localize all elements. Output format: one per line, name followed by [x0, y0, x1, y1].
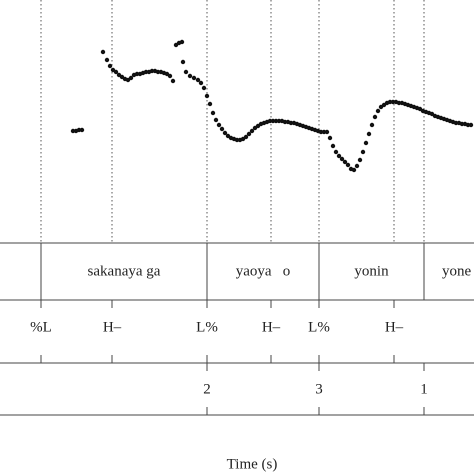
pitch-point [375, 108, 381, 114]
pitch-point [79, 127, 85, 133]
pitch-point [210, 110, 216, 116]
pitch-point [357, 157, 363, 163]
tone-label: %L [30, 319, 52, 335]
pitch-point [179, 39, 185, 45]
pitch-point [354, 163, 360, 169]
pitch-point [243, 134, 249, 140]
break-label: 2 [203, 381, 211, 397]
pitch-point [195, 77, 201, 83]
word-label: yaoya o [236, 263, 291, 279]
pitch-point [366, 131, 372, 137]
pitch-point [345, 162, 351, 168]
pitch-point [198, 80, 204, 86]
pitch-point [249, 128, 255, 134]
pitch-point [468, 122, 474, 128]
pitch-point [360, 149, 366, 155]
pitch-point [333, 149, 339, 155]
pitch-point [104, 57, 110, 63]
pitch-point [330, 143, 336, 149]
pitch-point [363, 140, 369, 146]
pitch-point [180, 59, 186, 65]
break-label: 1 [420, 381, 428, 397]
pitch-point [100, 49, 106, 55]
pitch-point [324, 129, 330, 135]
pitch-point [369, 122, 375, 128]
x-axis-label: Time (s) [227, 456, 278, 472]
break-label: 3 [315, 381, 323, 397]
pitch-point [351, 167, 357, 173]
word-label: yonin [354, 263, 389, 279]
tone-label: L% [196, 319, 218, 335]
pitch-point [170, 78, 176, 84]
pitch-point [219, 126, 225, 132]
tone-label: L% [308, 319, 330, 335]
pitch-point [213, 117, 219, 123]
pitch-point [216, 122, 222, 128]
pitch-point [107, 63, 113, 69]
pitch-point [128, 75, 134, 81]
pitch-point [191, 75, 197, 81]
pitch-point [222, 130, 228, 136]
word-label: sakanaya ga [88, 263, 161, 279]
tone-label: H– [103, 319, 122, 335]
pitch-point [336, 153, 342, 159]
pitch-point [372, 114, 378, 120]
pitch-point [339, 156, 345, 162]
pitch-point [183, 69, 189, 75]
word-label: yone [442, 263, 472, 279]
pitch-point [113, 69, 119, 75]
tone-label: H– [385, 319, 404, 335]
pitch-point [204, 93, 210, 99]
pitch-point [246, 131, 252, 137]
pitch-point [327, 135, 333, 141]
pitch-point [187, 73, 193, 79]
pitch-point [167, 73, 173, 79]
tone-label: H– [262, 319, 281, 335]
pitch-point [342, 159, 348, 165]
pitch-point [207, 101, 213, 107]
pitch-point [201, 85, 207, 91]
